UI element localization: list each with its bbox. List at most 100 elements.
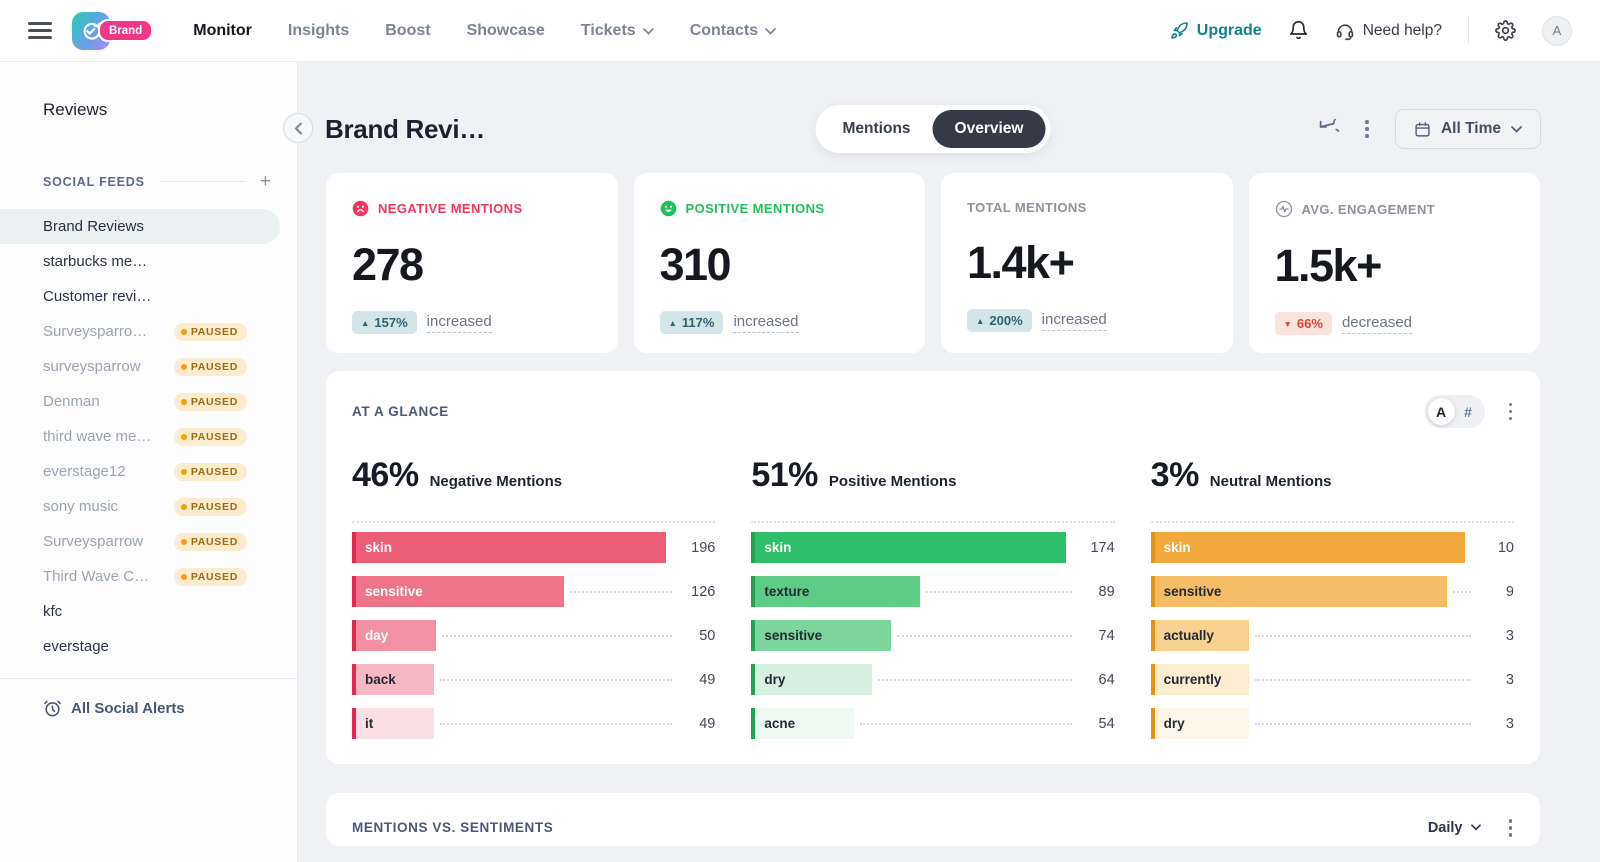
upgrade-button[interactable]: Upgrade	[1170, 21, 1262, 40]
paused-badge-label: PAUSED	[190, 360, 238, 373]
bar-it[interactable]: it	[352, 708, 435, 739]
sidebar-title: Reviews	[43, 100, 108, 119]
sidebar-item-surveysparrow[interactable]: surveysparrow PAUSED	[0, 349, 297, 384]
feed-item-label: everstage12	[43, 463, 126, 480]
sidebar-item-starbucks-me[interactable]: starbucks me…	[0, 244, 297, 279]
bar-dry[interactable]: dry	[751, 664, 873, 695]
user-avatar[interactable]: A	[1542, 15, 1572, 46]
sidebar-item-kfc[interactable]: kfc	[0, 594, 297, 629]
bar-value: 3	[1505, 671, 1514, 688]
bar-actually[interactable]: actually	[1150, 620, 1250, 651]
bar-skin[interactable]: skin	[352, 532, 667, 563]
sidebar-item-denman[interactable]: Denman PAUSED	[0, 384, 297, 419]
stat-card-total-mentions: TOTAL MENTIONS 1.4k+ ▲ 200% increased	[940, 172, 1234, 354]
glance-column-positive-mentions: 51% Positive Mentions skin 174 texture 89 sens…	[751, 456, 1115, 752]
sidebar-item-third-wave-c[interactable]: Third Wave C… PAUSED	[0, 559, 297, 594]
dotted-leader	[925, 590, 1072, 593]
sidebar-item-surveysparro[interactable]: Surveysparro… PAUSED	[0, 314, 297, 349]
paused-badge: PAUSED	[173, 322, 247, 341]
paused-dot-icon	[180, 573, 187, 580]
header-kebab-menu-icon[interactable]	[1363, 118, 1371, 140]
refresh-icon[interactable]	[1318, 118, 1340, 140]
nav-right-actions: Upgrade Need help? A	[1170, 15, 1572, 46]
all-social-alerts-link[interactable]: All Social Alerts	[43, 699, 297, 718]
nav-link-monitor[interactable]: Monitor	[193, 22, 252, 40]
headset-icon	[1335, 21, 1355, 41]
feed-item-label: third wave me…	[43, 428, 152, 445]
bar-sensitive[interactable]: sensitive	[352, 576, 564, 607]
sidebar-item-customer-revi[interactable]: Customer revi…	[0, 279, 297, 314]
nav-link-insights[interactable]: Insights	[288, 22, 349, 40]
feed-item-label: Third Wave C…	[43, 568, 150, 585]
bar-value: 9	[1505, 583, 1514, 600]
triangle-up-icon: ▲	[668, 317, 677, 328]
bar-value: 174	[1090, 539, 1115, 556]
feed-item-label: Surveysparro…	[43, 323, 148, 340]
bar-back[interactable]: back	[352, 664, 435, 695]
bar-day[interactable]: day	[352, 620, 436, 651]
sidebar-item-third-wave-me[interactable]: third wave me… PAUSED	[0, 419, 297, 454]
change-badge: ▲ 157%	[352, 311, 417, 334]
tab-overview[interactable]: Overview	[932, 110, 1046, 148]
paused-badge-label: PAUSED	[190, 430, 238, 443]
sidebar-item-sony-music[interactable]: sony music PAUSED	[0, 489, 297, 524]
paused-dot-icon	[180, 433, 187, 440]
settings-gear-icon[interactable]	[1495, 20, 1516, 41]
sidebar-item-everstage[interactable]: everstage	[0, 629, 297, 664]
nav-link-showcase[interactable]: Showcase	[467, 22, 545, 40]
frequency-dropdown[interactable]: Daily	[1428, 820, 1481, 836]
bar-value: 64	[1098, 671, 1115, 688]
notifications-bell-icon[interactable]	[1288, 20, 1309, 41]
bar-currently[interactable]: currently	[1150, 664, 1250, 695]
back-button[interactable]	[283, 113, 313, 143]
nav-link-label: Boost	[385, 21, 431, 39]
nav-link-label: Contacts	[689, 21, 759, 39]
change-percent: 157%	[374, 315, 408, 330]
change-percent: 66%	[1296, 316, 1323, 331]
bar-row-dry: dry 64	[751, 664, 1115, 695]
sentiments-kebab-menu-icon[interactable]	[1507, 817, 1515, 839]
toggle-option-numeric[interactable]: #	[1464, 403, 1472, 420]
glance-kebab-menu-icon[interactable]	[1507, 401, 1515, 423]
need-help-button[interactable]: Need help?	[1335, 21, 1442, 41]
nav-link-label: Tickets	[580, 21, 636, 39]
happy-face-icon	[660, 200, 677, 217]
calendar-icon	[1414, 121, 1431, 138]
sad-face-icon	[352, 200, 369, 217]
bar-row-skin: skin 174	[751, 532, 1115, 563]
bar-label: acne	[764, 716, 796, 731]
sidebar-item-everstage12[interactable]: everstage12 PAUSED	[0, 454, 297, 489]
bar-label: skin	[365, 540, 393, 555]
dotted-leader	[1255, 722, 1471, 725]
sidebar-item-surveysparrow[interactable]: Surveysparrow PAUSED	[0, 524, 297, 559]
bar-skin[interactable]: skin	[751, 532, 1066, 563]
bar-dry[interactable]: dry	[1150, 708, 1250, 739]
paused-badge: PAUSED	[173, 497, 247, 516]
feed-item-label: sony music	[43, 498, 119, 515]
tab-mentions[interactable]: Mentions	[842, 120, 911, 137]
bar-row-back: back 49	[352, 664, 715, 695]
sidebar-item-brand-reviews[interactable]: Brand Reviews	[0, 209, 280, 244]
bar-skin[interactable]: skin	[1150, 532, 1465, 563]
app-logo[interactable]: Brand	[72, 11, 154, 50]
change-text: increased	[426, 313, 492, 333]
toggle-option-alpha[interactable]: A	[1427, 398, 1455, 425]
hamburger-menu-icon[interactable]	[28, 22, 52, 39]
paused-badge: PAUSED	[173, 532, 247, 551]
bar-label: texture	[764, 584, 810, 599]
bar-sensitive[interactable]: sensitive	[1150, 576, 1448, 607]
bar-texture[interactable]: texture	[751, 576, 920, 607]
bar-label: currently	[1163, 672, 1222, 687]
nav-link-tickets[interactable]: Tickets	[581, 22, 654, 40]
nav-link-boost[interactable]: Boost	[385, 22, 430, 40]
alarm-clock-icon	[43, 699, 62, 718]
bar-sensitive[interactable]: sensitive	[751, 620, 892, 651]
chevron-down-icon	[642, 26, 654, 35]
bar-acne[interactable]: acne	[751, 708, 854, 739]
glance-columns: 46% Negative Mentions skin 196 sensitive 126 d…	[352, 456, 1514, 752]
add-feed-button[interactable]: +	[259, 171, 271, 192]
time-range-button[interactable]: All Time	[1394, 109, 1541, 149]
feed-item-label: Surveysparrow	[43, 533, 144, 550]
triangle-up-icon: ▲	[976, 315, 985, 326]
nav-link-contacts[interactable]: Contacts	[690, 22, 776, 40]
